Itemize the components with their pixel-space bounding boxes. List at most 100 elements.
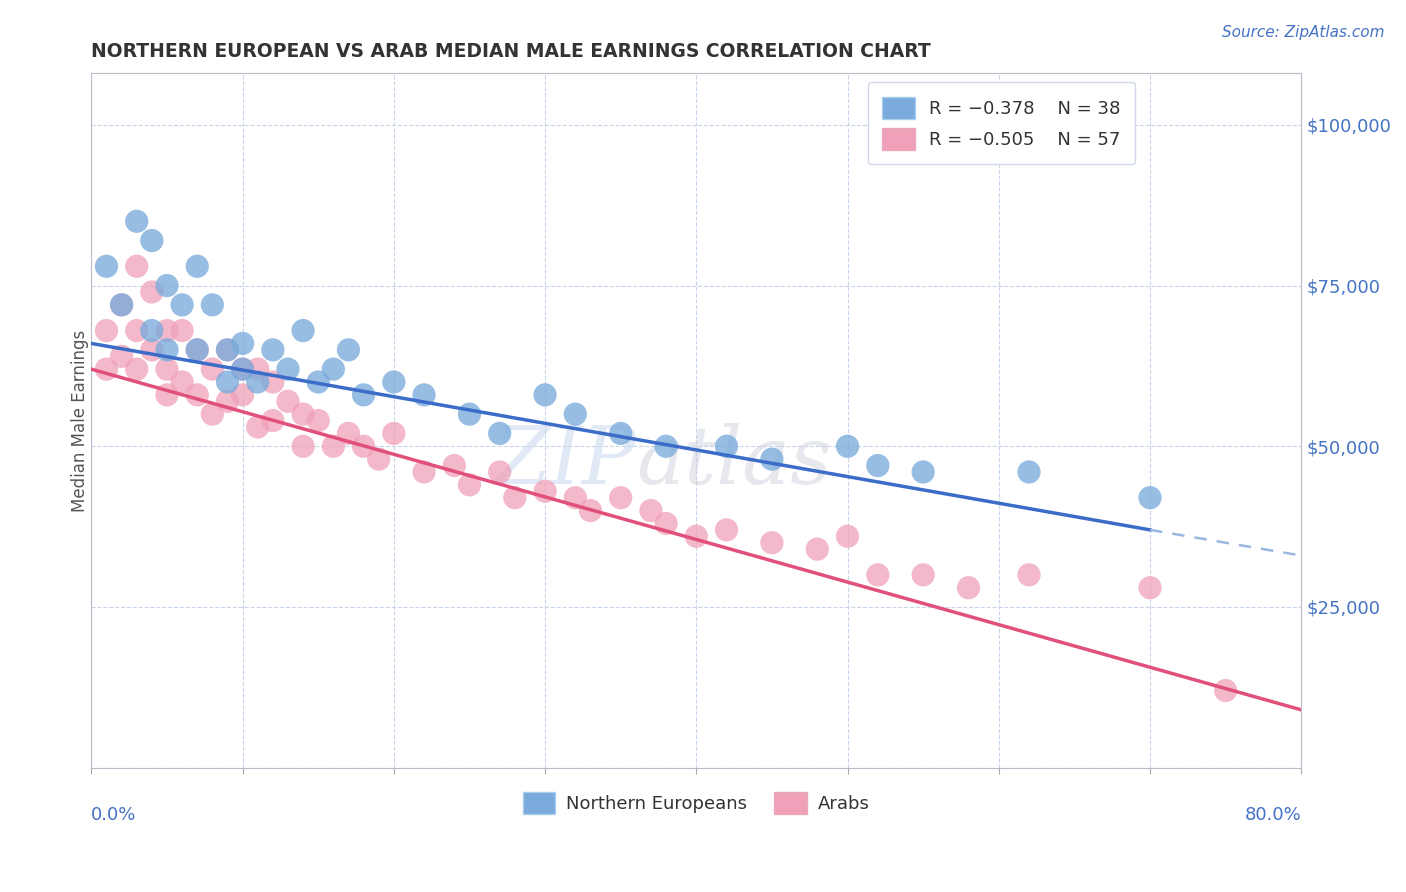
- Point: [141, 343, 163, 357]
- Point: [232, 336, 254, 351]
- Text: NORTHERN EUROPEAN VS ARAB MEDIAN MALE EARNINGS CORRELATION CHART: NORTHERN EUROPEAN VS ARAB MEDIAN MALE EA…: [91, 42, 931, 61]
- Point: [96, 324, 118, 338]
- Point: [125, 214, 148, 228]
- Point: [806, 542, 828, 557]
- Text: atlas: atlas: [636, 424, 831, 501]
- Point: [866, 458, 889, 473]
- Point: [186, 388, 208, 402]
- Point: [156, 324, 179, 338]
- Point: [110, 298, 132, 312]
- Point: [262, 375, 284, 389]
- Point: [110, 349, 132, 363]
- Point: [141, 324, 163, 338]
- Point: [367, 452, 389, 467]
- Point: [186, 343, 208, 357]
- Point: [307, 413, 329, 427]
- Point: [246, 375, 269, 389]
- Point: [110, 298, 132, 312]
- Point: [353, 388, 375, 402]
- Point: [382, 426, 405, 441]
- Text: ZIP: ZIP: [494, 424, 636, 501]
- Point: [217, 343, 239, 357]
- Point: [201, 362, 224, 376]
- Point: [337, 343, 360, 357]
- Text: 80.0%: 80.0%: [1244, 805, 1302, 824]
- Point: [534, 388, 557, 402]
- Point: [912, 567, 935, 582]
- Point: [292, 407, 315, 421]
- Point: [716, 523, 738, 537]
- Point: [1215, 683, 1237, 698]
- Point: [201, 407, 224, 421]
- Point: [217, 343, 239, 357]
- Legend: Northern Europeans, Arabs: Northern Europeans, Arabs: [516, 785, 877, 822]
- Point: [125, 260, 148, 274]
- Point: [337, 426, 360, 441]
- Point: [186, 260, 208, 274]
- Point: [503, 491, 526, 505]
- Point: [262, 413, 284, 427]
- Point: [322, 439, 344, 453]
- Point: [837, 529, 859, 543]
- Point: [534, 484, 557, 499]
- Point: [246, 420, 269, 434]
- Point: [609, 491, 631, 505]
- Point: [186, 343, 208, 357]
- Point: [458, 478, 481, 492]
- Point: [156, 362, 179, 376]
- Point: [443, 458, 465, 473]
- Point: [353, 439, 375, 453]
- Point: [413, 388, 436, 402]
- Point: [655, 439, 678, 453]
- Point: [579, 503, 602, 517]
- Point: [141, 234, 163, 248]
- Point: [837, 439, 859, 453]
- Point: [1139, 491, 1161, 505]
- Point: [96, 362, 118, 376]
- Point: [217, 375, 239, 389]
- Point: [640, 503, 662, 517]
- Point: [609, 426, 631, 441]
- Text: 0.0%: 0.0%: [91, 805, 136, 824]
- Point: [201, 298, 224, 312]
- Point: [277, 394, 299, 409]
- Point: [262, 343, 284, 357]
- Point: [488, 426, 510, 441]
- Point: [655, 516, 678, 531]
- Point: [307, 375, 329, 389]
- Point: [912, 465, 935, 479]
- Point: [1139, 581, 1161, 595]
- Point: [866, 567, 889, 582]
- Point: [685, 529, 707, 543]
- Point: [156, 388, 179, 402]
- Point: [141, 285, 163, 299]
- Point: [322, 362, 344, 376]
- Point: [292, 324, 315, 338]
- Point: [564, 491, 586, 505]
- Point: [488, 465, 510, 479]
- Point: [1018, 465, 1040, 479]
- Point: [382, 375, 405, 389]
- Text: Source: ZipAtlas.com: Source: ZipAtlas.com: [1222, 25, 1385, 40]
- Point: [761, 535, 783, 549]
- Point: [125, 362, 148, 376]
- Point: [1018, 567, 1040, 582]
- Point: [232, 362, 254, 376]
- Point: [172, 298, 194, 312]
- Point: [156, 343, 179, 357]
- Y-axis label: Median Male Earnings: Median Male Earnings: [72, 329, 89, 512]
- Point: [564, 407, 586, 421]
- Point: [246, 362, 269, 376]
- Point: [458, 407, 481, 421]
- Point: [292, 439, 315, 453]
- Point: [232, 362, 254, 376]
- Point: [957, 581, 980, 595]
- Point: [125, 324, 148, 338]
- Point: [156, 278, 179, 293]
- Point: [217, 394, 239, 409]
- Point: [761, 452, 783, 467]
- Point: [716, 439, 738, 453]
- Point: [277, 362, 299, 376]
- Point: [172, 375, 194, 389]
- Point: [413, 465, 436, 479]
